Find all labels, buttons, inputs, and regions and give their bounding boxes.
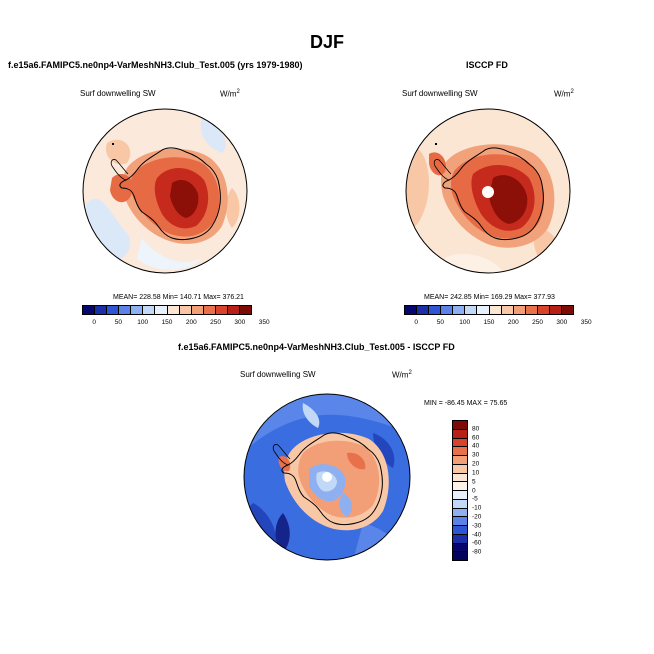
colorbar-tick-label: 50: [114, 319, 123, 326]
colorbar-tick-label: -20: [472, 513, 482, 521]
colorbar-swatch: [453, 552, 467, 560]
colorbar-swatch: [453, 429, 467, 439]
left-variable-label: Surf downwelling SW: [80, 89, 156, 98]
colorbar-swatch: [465, 306, 478, 314]
colorbar-swatch: [441, 306, 454, 314]
right-panel-header: ISCCP FD: [466, 60, 508, 70]
colorbar-swatch: [119, 306, 132, 314]
colorbar-swatch: [155, 306, 168, 314]
colorbar-tick-label: 20: [472, 460, 480, 468]
colorbar-tick-label: 0: [414, 319, 418, 326]
colorbar-swatch: [215, 306, 228, 314]
colorbar-tick-label: 5: [472, 478, 476, 486]
colorbar-swatch: [513, 306, 526, 314]
colorbar-tick-label: 80: [472, 425, 480, 433]
colorbar-tick-label: 40: [472, 442, 480, 450]
colorbar-tick-label: 100: [459, 319, 471, 326]
colorbar-swatch: [191, 306, 204, 314]
diff-colorbar-ticks: 80 60 40 30 20 10 5 0 -5 -10 -20 -30 -40 -60 -80: [472, 420, 502, 561]
colorbar-swatch: [453, 464, 467, 474]
colorbar-tick-label: 250: [532, 319, 543, 326]
colorbar-swatch: [179, 306, 192, 314]
right-stats: MEAN= 242.85 Min= 169.29 Max= 377.93: [424, 294, 555, 301]
colorbar-swatch: [453, 447, 467, 456]
right-polar-map: [405, 108, 571, 274]
page-title: DJF: [309, 32, 344, 52]
colorbar-tick-label: 30: [472, 451, 480, 459]
right-units-label: W/m2: [554, 89, 574, 99]
colorbar-tick-label: 200: [507, 319, 519, 326]
colorbar-swatch: [453, 517, 467, 526]
colorbar-swatch: [453, 438, 467, 448]
colorbar-tick-label: 300: [556, 319, 568, 326]
diff-units-label: W/m2: [392, 370, 412, 380]
colorbar-swatch: [453, 543, 467, 553]
colorbar-swatch: [453, 534, 467, 544]
colorbar-swatch: [405, 306, 418, 314]
colorbar-swatch: [453, 499, 467, 509]
colorbar-swatch: [489, 306, 502, 314]
colorbar-tick-label: 200: [185, 319, 197, 326]
colorbar-swatch: [227, 306, 241, 314]
colorbar-swatch: [203, 306, 216, 314]
colorbar-swatch: [525, 306, 538, 314]
left-polar-map: [82, 108, 248, 274]
right-variable-label: Surf downwelling SW: [402, 89, 478, 98]
colorbar-swatch: [240, 306, 252, 314]
colorbar-swatch: [453, 491, 467, 500]
left-stats: MEAN= 228.58 Min= 140.71 Max= 376.21: [113, 294, 244, 301]
colorbar-tick-label: 250: [210, 319, 221, 326]
colorbar-swatch: [453, 482, 467, 491]
colorbar-swatch: [167, 306, 180, 314]
colorbar-tick-label: -60: [472, 539, 482, 547]
colorbar-swatch: [107, 306, 120, 314]
colorbar-swatch: [453, 526, 467, 535]
colorbar-tick-label: -80: [472, 548, 482, 556]
diff-panel-header: f.e15a6.FAMIPC5.ne0np4-VarMeshNH3.Club_T…: [178, 342, 455, 352]
colorbar-swatch: [429, 306, 442, 314]
colorbar-swatch: [549, 306, 563, 314]
colorbar-tick-label: 60: [472, 434, 480, 442]
colorbar-tick-label: 0: [92, 319, 96, 326]
colorbar-swatch: [453, 473, 467, 483]
right-colorbar-ticks: 0 50 100 150 200 250 300 350: [404, 319, 591, 327]
colorbar-tick-label: -40: [472, 531, 482, 539]
colorbar-swatch: [501, 306, 514, 314]
left-panel-header: f.e15a6.FAMIPC5.ne0np4-VarMeshNH3.Club_T…: [8, 60, 303, 70]
colorbar-swatch: [453, 306, 466, 314]
colorbar-tick-label: -30: [472, 522, 482, 530]
colorbar-swatch: [537, 306, 550, 314]
colorbar-swatch: [83, 306, 96, 314]
colorbar-swatch: [417, 306, 430, 314]
colorbar-swatch: [562, 306, 574, 314]
diff-stats: MIN = -86.45 MAX = 75.65: [424, 400, 508, 407]
colorbar-swatch: [453, 456, 467, 465]
colorbar-tick-label: 350: [258, 319, 270, 326]
diff-colorbar: [452, 420, 468, 561]
colorbar-swatch: [477, 306, 490, 314]
colorbar-tick-label: -10: [472, 504, 482, 512]
colorbar-tick-label: 150: [161, 319, 173, 326]
colorbar-swatch: [453, 508, 467, 518]
right-colorbar: [404, 305, 574, 315]
colorbar-tick-label: 50: [436, 319, 445, 326]
colorbar-tick-label: 350: [580, 319, 592, 326]
colorbar-swatch: [143, 306, 156, 314]
left-colorbar-ticks: 0 50 100 150 200 250 300 350: [82, 319, 269, 327]
diff-polar-map: [243, 393, 411, 561]
left-units-label: W/m2: [220, 89, 240, 99]
colorbar-tick-label: -5: [472, 495, 478, 503]
colorbar-swatch: [453, 421, 467, 430]
colorbar-tick-label: 150: [483, 319, 495, 326]
colorbar-swatch: [95, 306, 108, 314]
colorbar-swatch: [131, 306, 144, 314]
left-colorbar: [82, 305, 252, 315]
colorbar-tick-label: 10: [472, 469, 480, 477]
diff-variable-label: Surf downwelling SW: [240, 370, 316, 379]
colorbar-tick-label: 100: [137, 319, 149, 326]
colorbar-tick-label: 300: [234, 319, 246, 326]
colorbar-tick-label: 0: [472, 487, 476, 494]
